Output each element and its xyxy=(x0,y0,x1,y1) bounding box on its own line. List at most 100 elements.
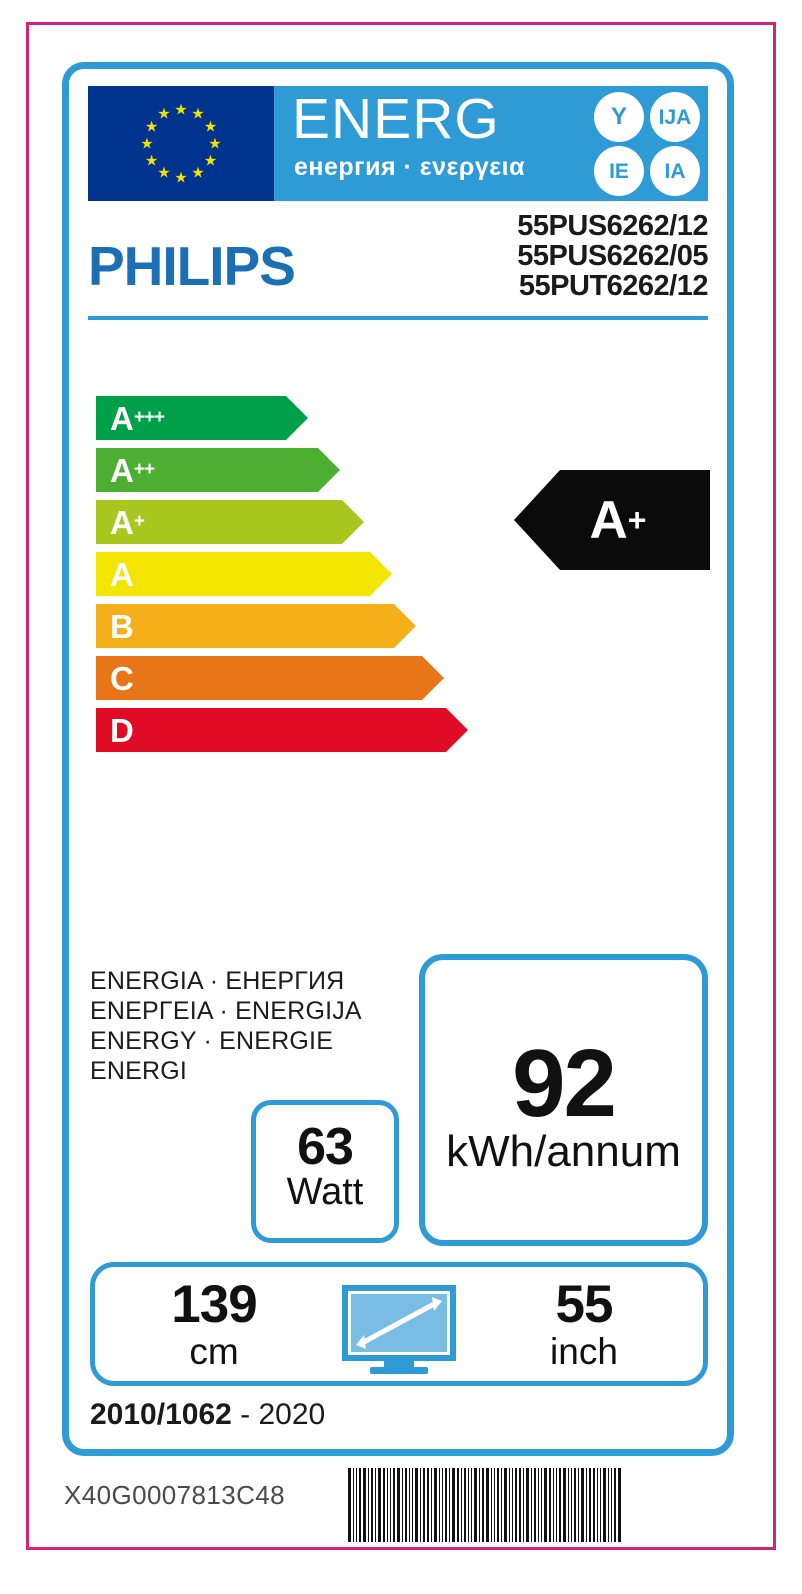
barcode-bar xyxy=(420,1468,421,1542)
barcode-bar xyxy=(589,1468,591,1542)
language-circles-group: Y IJA IE IA xyxy=(594,92,702,196)
barcode-bar xyxy=(353,1468,354,1542)
model-number-list: 55PUS6262/12 55PUS6262/05 55PUT6262/12 xyxy=(517,211,708,301)
barcode-bar xyxy=(549,1468,551,1542)
barcode-bar xyxy=(538,1468,539,1542)
energy-class-arrow xyxy=(96,396,308,440)
barcode-bar xyxy=(563,1468,566,1542)
barcode-bar xyxy=(597,1468,598,1542)
barcode-bar xyxy=(468,1468,469,1542)
barcode-bar xyxy=(471,1468,472,1542)
barcode-bar xyxy=(515,1468,517,1542)
barcode-bar xyxy=(501,1468,502,1542)
barcode-bar xyxy=(402,1468,403,1542)
energ-subtitle: енергия · ενεργεια xyxy=(294,153,525,181)
barcode-bar xyxy=(449,1468,450,1542)
barcode-bar xyxy=(611,1468,612,1542)
barcode-bar xyxy=(574,1468,576,1542)
barcode-bar xyxy=(486,1468,489,1542)
barcode-bar xyxy=(415,1468,418,1542)
barcode-bar xyxy=(541,1468,542,1542)
barcode-bar xyxy=(512,1468,513,1542)
barcode-bar xyxy=(356,1468,357,1542)
label-footer: X40G0007813C48 xyxy=(62,1468,762,1542)
barcode-bar xyxy=(457,1468,459,1542)
energy-class-row: A+ xyxy=(96,500,496,544)
barcode-bar xyxy=(397,1468,400,1542)
screen-size-inch-value: 55 xyxy=(555,1275,614,1334)
energy-class-arrow xyxy=(96,500,364,544)
energy-class-row: A xyxy=(96,552,496,596)
barcode-bar xyxy=(393,1468,395,1542)
barcode-bar xyxy=(593,1468,595,1542)
barcode-bar xyxy=(556,1468,557,1542)
barcode-bar xyxy=(614,1468,616,1542)
barcode-bar xyxy=(431,1468,432,1542)
barcode-bar xyxy=(608,1468,609,1542)
barcode-bar xyxy=(491,1468,492,1542)
barcode-bar xyxy=(452,1468,455,1542)
barcode-bar xyxy=(371,1468,373,1542)
rating-letter: A xyxy=(589,490,628,550)
barcode-bar xyxy=(600,1468,601,1542)
barcode-bar xyxy=(461,1468,462,1542)
barcode-bar xyxy=(526,1468,529,1542)
brand-row: PHILIPS 55PUS6262/12 55PUS6262/05 55PUT6… xyxy=(88,205,708,315)
model-number: 55PUT6262/12 xyxy=(518,270,709,302)
screen-size-cm-unit: cm xyxy=(189,1331,239,1372)
model-number: 55PUS6262/12 xyxy=(517,210,708,242)
regulation-reference: 2010/1062 - 2020 xyxy=(90,1398,325,1432)
barcode-bar xyxy=(519,1468,521,1542)
barcode xyxy=(348,1468,752,1542)
energy-word-line: ENERGY · ENERGIE xyxy=(90,1027,334,1055)
lang-circle-y: Y xyxy=(594,92,644,142)
barcode-bar xyxy=(559,1468,561,1542)
eu-flag-icon: ★ ★ ★ ★ ★ ★ ★ ★ ★ ★ ★ ★ xyxy=(88,86,274,201)
energy-class-arrow xyxy=(96,708,468,752)
screen-size-box: 139 cm 55 inch xyxy=(90,1262,708,1386)
rating-arrow-shape xyxy=(514,470,710,570)
sku-code: X40G0007813C48 xyxy=(64,1480,286,1510)
barcode-bar xyxy=(571,1468,572,1542)
barcode-bar xyxy=(523,1468,524,1542)
energy-class-arrow xyxy=(96,448,340,492)
screen-size-inch-unit: inch xyxy=(550,1331,618,1372)
energ-banner: ENERG енергия · ενεργεια Y IJA IE IA xyxy=(274,86,708,201)
lang-circle-ie: IE xyxy=(594,146,644,196)
screen-size-inch: 55 inch xyxy=(489,1277,679,1372)
barcode-bar xyxy=(434,1468,437,1542)
barcode-bar xyxy=(348,1468,351,1542)
barcode-bar xyxy=(531,1468,532,1542)
barcode-bar xyxy=(603,1468,606,1542)
barcode-bar xyxy=(412,1468,413,1542)
barcode-bar xyxy=(375,1468,376,1542)
energy-word-line: ΕΝΕΡΓΕΙΑ · ENERGIJA xyxy=(90,997,362,1025)
energy-class-arrow xyxy=(96,552,392,596)
barcode-bar xyxy=(504,1468,507,1542)
barcode-bar xyxy=(474,1468,477,1542)
regulation-number: 2010/1062 xyxy=(90,1398,232,1431)
barcode-bar xyxy=(387,1468,388,1542)
barcode-bar xyxy=(479,1468,480,1542)
multilingual-energy-words: ENERGIA · ЕНЕРГИЯ ΕΝΕΡΓΕΙΑ · ENERGIJA EN… xyxy=(90,966,362,1086)
barcode-bar xyxy=(378,1468,381,1542)
label-header-band: ★ ★ ★ ★ ★ ★ ★ ★ ★ ★ ★ ★ ENERG енергия · ενεργεια Y … xyxy=(88,86,708,201)
annual-consumption-value: 92 xyxy=(512,1030,617,1137)
barcode-bar xyxy=(482,1468,484,1542)
energy-class-arrow xyxy=(96,604,416,648)
barcode-bar xyxy=(534,1468,536,1542)
energy-class-row: D xyxy=(96,708,496,752)
energy-word-line: ENERGI xyxy=(90,1057,188,1085)
screen-size-cm: 139 cm xyxy=(119,1277,309,1372)
screen-size-cm-value: 139 xyxy=(171,1275,257,1334)
annual-consumption-box: 92 kWh/annum xyxy=(419,954,708,1246)
tv-diagonal-icon-shape xyxy=(342,1285,456,1374)
barcode-bar xyxy=(409,1468,410,1542)
barcode-bar xyxy=(578,1468,579,1542)
barcode-bar xyxy=(618,1468,621,1542)
barcode-bar xyxy=(427,1468,429,1542)
barcode-bar xyxy=(423,1468,425,1542)
barcode-bar xyxy=(509,1468,510,1542)
philips-logo: PHILIPS xyxy=(88,235,296,297)
